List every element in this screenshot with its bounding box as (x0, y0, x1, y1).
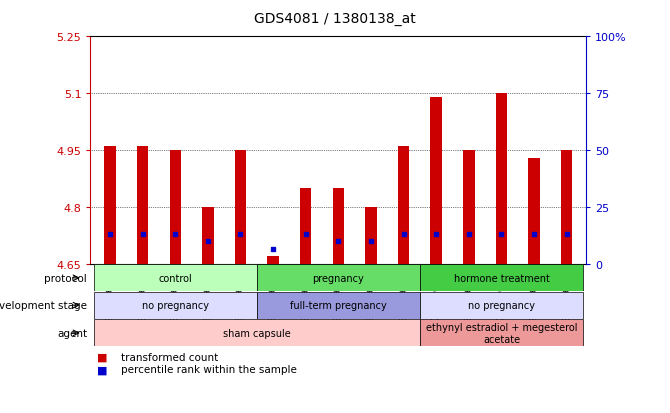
Text: sham capsule: sham capsule (223, 328, 291, 338)
Text: ■: ■ (97, 352, 108, 362)
Text: protocol: protocol (44, 273, 87, 283)
Bar (561, 151, 572, 264)
Text: no pregnancy: no pregnancy (468, 300, 535, 311)
Bar (420, 265, 583, 292)
Bar (463, 151, 474, 264)
Bar (267, 257, 279, 264)
Text: ethynyl estradiol + megesterol
acetate: ethynyl estradiol + megesterol acetate (425, 322, 577, 344)
Text: agent: agent (57, 328, 87, 338)
Bar (420, 320, 583, 347)
Text: full-term pregnancy: full-term pregnancy (290, 300, 387, 311)
Bar (496, 94, 507, 264)
Bar (257, 292, 420, 319)
Bar (94, 292, 257, 319)
Text: transformed count: transformed count (121, 352, 218, 362)
Bar (332, 189, 344, 264)
Text: ■: ■ (97, 364, 108, 374)
Bar (398, 147, 409, 264)
Text: control: control (158, 273, 192, 283)
Text: percentile rank within the sample: percentile rank within the sample (121, 364, 297, 374)
Bar (234, 151, 246, 264)
Bar (202, 208, 214, 264)
Bar (94, 320, 420, 347)
Text: hormone treatment: hormone treatment (454, 273, 549, 283)
Text: no pregnancy: no pregnancy (142, 300, 209, 311)
Bar (257, 265, 420, 292)
Bar (420, 292, 583, 319)
Bar (105, 147, 116, 264)
Bar (300, 189, 312, 264)
Bar (365, 208, 377, 264)
Text: GDS4081 / 1380138_at: GDS4081 / 1380138_at (254, 12, 416, 26)
Bar (137, 147, 148, 264)
Text: pregnancy: pregnancy (312, 273, 364, 283)
Bar (170, 151, 181, 264)
Bar (431, 98, 442, 264)
Text: development stage: development stage (0, 300, 87, 311)
Bar (529, 158, 540, 264)
Bar (94, 265, 257, 292)
